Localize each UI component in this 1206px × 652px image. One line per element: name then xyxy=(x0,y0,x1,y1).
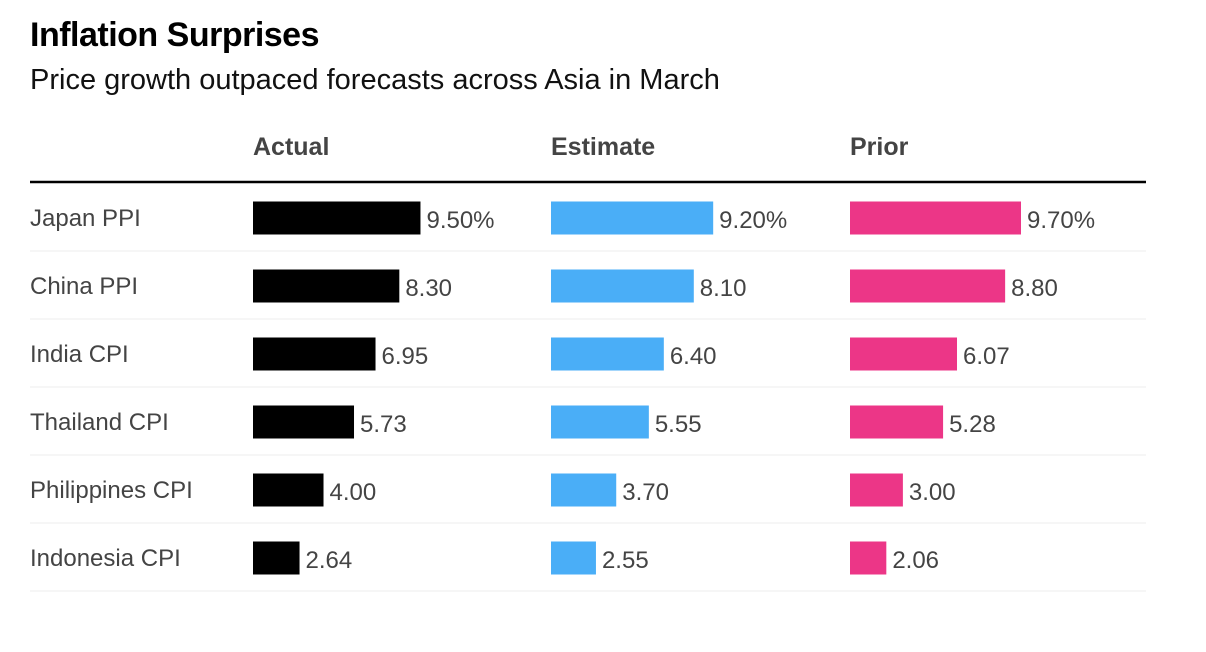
bar-estimate-india-cpi xyxy=(551,337,664,371)
value-label-estimate-philippines-cpi: 3.70 xyxy=(622,479,669,506)
bar-estimate-japan-ppi xyxy=(551,201,714,235)
column-headers: Actual Estimate Prior xyxy=(253,133,909,161)
column-header-actual: Actual xyxy=(253,133,329,161)
value-label-prior-india-cpi: 6.07 xyxy=(963,343,1010,370)
row-label-thailand-cpi: Thailand CPI xyxy=(30,409,169,436)
bar-actual-philippines-cpi xyxy=(253,473,324,507)
bar-actual-japan-ppi xyxy=(253,201,421,235)
chart-title: Inflation Surprises xyxy=(30,16,320,54)
value-label-actual-japan-ppi: 9.50% xyxy=(426,207,494,234)
bar-prior-indonesia-cpi xyxy=(850,541,887,575)
bar-prior-india-cpi xyxy=(850,337,958,371)
value-label-estimate-japan-ppi: 9.20% xyxy=(719,207,787,234)
row-dividers xyxy=(30,250,1146,592)
bar-actual-thailand-cpi xyxy=(253,405,355,439)
bar-estimate-thailand-cpi xyxy=(551,405,649,439)
chart-subtitle: Price growth outpaced forecasts across A… xyxy=(30,64,720,96)
bar-estimate-china-ppi xyxy=(551,269,694,303)
row-label-indonesia-cpi: Indonesia CPI xyxy=(30,545,181,572)
bar-actual-china-ppi xyxy=(253,269,400,303)
bar-actual-indonesia-cpi xyxy=(253,541,300,575)
bars xyxy=(253,201,1021,575)
value-label-prior-china-ppi: 8.80 xyxy=(1011,275,1058,302)
bar-prior-japan-ppi xyxy=(850,201,1021,235)
value-label-prior-thailand-cpi: 5.28 xyxy=(949,411,996,438)
row-label-china-ppi: China PPI xyxy=(30,273,138,300)
value-label-prior-philippines-cpi: 3.00 xyxy=(909,479,956,506)
row-label-india-cpi: India CPI xyxy=(30,341,129,368)
bar-prior-china-ppi xyxy=(850,269,1006,303)
value-label-estimate-china-ppi: 8.10 xyxy=(700,275,747,302)
bar-prior-thailand-cpi xyxy=(850,405,944,439)
value-label-prior-indonesia-cpi: 2.06 xyxy=(892,547,939,574)
value-label-prior-japan-ppi: 9.70% xyxy=(1027,207,1095,234)
row-labels: Japan PPI China PPI India CPI Thailand CPI P… xyxy=(30,205,193,572)
value-label-estimate-indonesia-cpi: 2.55 xyxy=(602,547,649,574)
row-label-philippines-cpi: Philippines CPI xyxy=(30,477,193,504)
value-label-actual-china-ppi: 8.30 xyxy=(405,275,452,302)
bar-actual-india-cpi xyxy=(253,337,376,371)
value-label-actual-indonesia-cpi: 2.64 xyxy=(306,547,353,574)
column-header-estimate: Estimate xyxy=(551,133,655,161)
bar-estimate-philippines-cpi xyxy=(551,473,617,507)
value-label-estimate-india-cpi: 6.40 xyxy=(670,343,717,370)
value-label-actual-philippines-cpi: 4.00 xyxy=(330,479,377,506)
value-label-estimate-thailand-cpi: 5.55 xyxy=(655,411,702,438)
value-label-actual-thailand-cpi: 5.73 xyxy=(360,411,407,438)
value-labels: 9.50% 9.20% 9.70% 8.30 8.10 8.80 6.95 6.40 6.07 5… xyxy=(306,207,1096,574)
value-label-actual-india-cpi: 6.95 xyxy=(382,343,429,370)
bar-estimate-indonesia-cpi xyxy=(551,541,596,575)
bar-prior-philippines-cpi xyxy=(850,473,903,507)
column-header-prior: Prior xyxy=(850,133,909,161)
row-label-japan-ppi: Japan PPI xyxy=(30,205,141,232)
